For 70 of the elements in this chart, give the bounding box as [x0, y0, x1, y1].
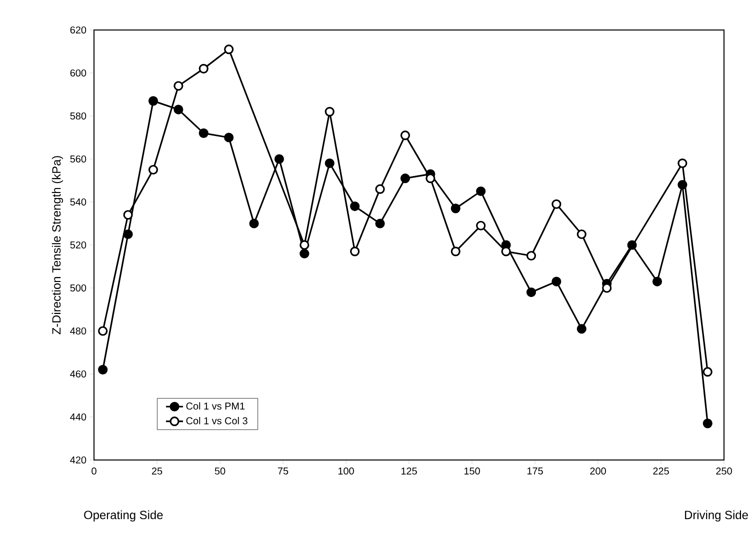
legend-label: Col 1 vs PM1 [186, 402, 245, 410]
point [300, 248, 310, 258]
point [375, 184, 385, 194]
x-tick-label: 250 [716, 468, 732, 475]
point [576, 229, 586, 240]
x-tick-label: 0 [92, 468, 96, 475]
legend-label: Col 1 vs Col 3 [186, 416, 248, 424]
point [476, 186, 486, 196]
point [123, 229, 133, 240]
point [350, 201, 360, 212]
x-tick-label: 25 [152, 468, 162, 475]
y-tick-label: 500 [70, 284, 86, 292]
point [324, 106, 334, 116]
point [450, 246, 460, 256]
x-tick-label: 50 [214, 468, 226, 475]
point [426, 174, 436, 184]
point [98, 326, 108, 336]
point [198, 128, 208, 138]
point [375, 218, 385, 228]
point [702, 418, 712, 428]
point [400, 174, 410, 184]
y-tick-label: 560 [70, 155, 86, 163]
y-tick-label: 440 [70, 413, 86, 421]
y-tick-label: 620 [70, 26, 86, 34]
point [576, 324, 586, 334]
point [627, 240, 637, 250]
x-tick-label: 150 [464, 468, 480, 475]
y-tick-label: 540 [70, 198, 86, 206]
point [174, 81, 184, 91]
x-tick-label: 100 [338, 468, 354, 475]
y-tick-label: 420 [70, 456, 86, 464]
y-tick-label: 580 [70, 112, 86, 120]
x-tick-label: 175 [527, 468, 543, 474]
point [224, 44, 234, 54]
point [678, 180, 688, 190]
point [652, 276, 662, 286]
point [174, 104, 184, 114]
point [148, 96, 158, 106]
x-tick-label: 225 [653, 468, 669, 475]
y-axis-title: Z-Direction Tensile Strength (kPa) [52, 156, 64, 334]
point [450, 204, 460, 214]
point [552, 276, 562, 286]
point [526, 250, 536, 261]
point [678, 158, 688, 168]
y-tick-label: 600 [70, 69, 86, 77]
point [148, 164, 158, 175]
point [300, 240, 310, 250]
point [526, 287, 536, 298]
point [602, 283, 612, 293]
point [476, 220, 486, 230]
point [702, 367, 712, 377]
x-tick-label: 125 [401, 468, 417, 475]
y-tick-label: 480 [70, 327, 86, 335]
x-tick-label: 75 [278, 468, 288, 474]
y-tick-label: 520 [70, 241, 86, 249]
point [552, 199, 562, 209]
point [350, 246, 360, 256]
point [274, 154, 284, 164]
point [123, 210, 133, 220]
point [501, 246, 511, 256]
text: Driving Side [685, 510, 748, 522]
point [224, 132, 234, 142]
point [400, 130, 410, 140]
point [249, 218, 259, 228]
x-tick-label: 200 [590, 468, 606, 475]
text: Operating Side [84, 510, 163, 522]
point [198, 64, 208, 74]
point [324, 158, 334, 168]
point [98, 364, 108, 374]
y-tick-label: 460 [70, 370, 86, 378]
